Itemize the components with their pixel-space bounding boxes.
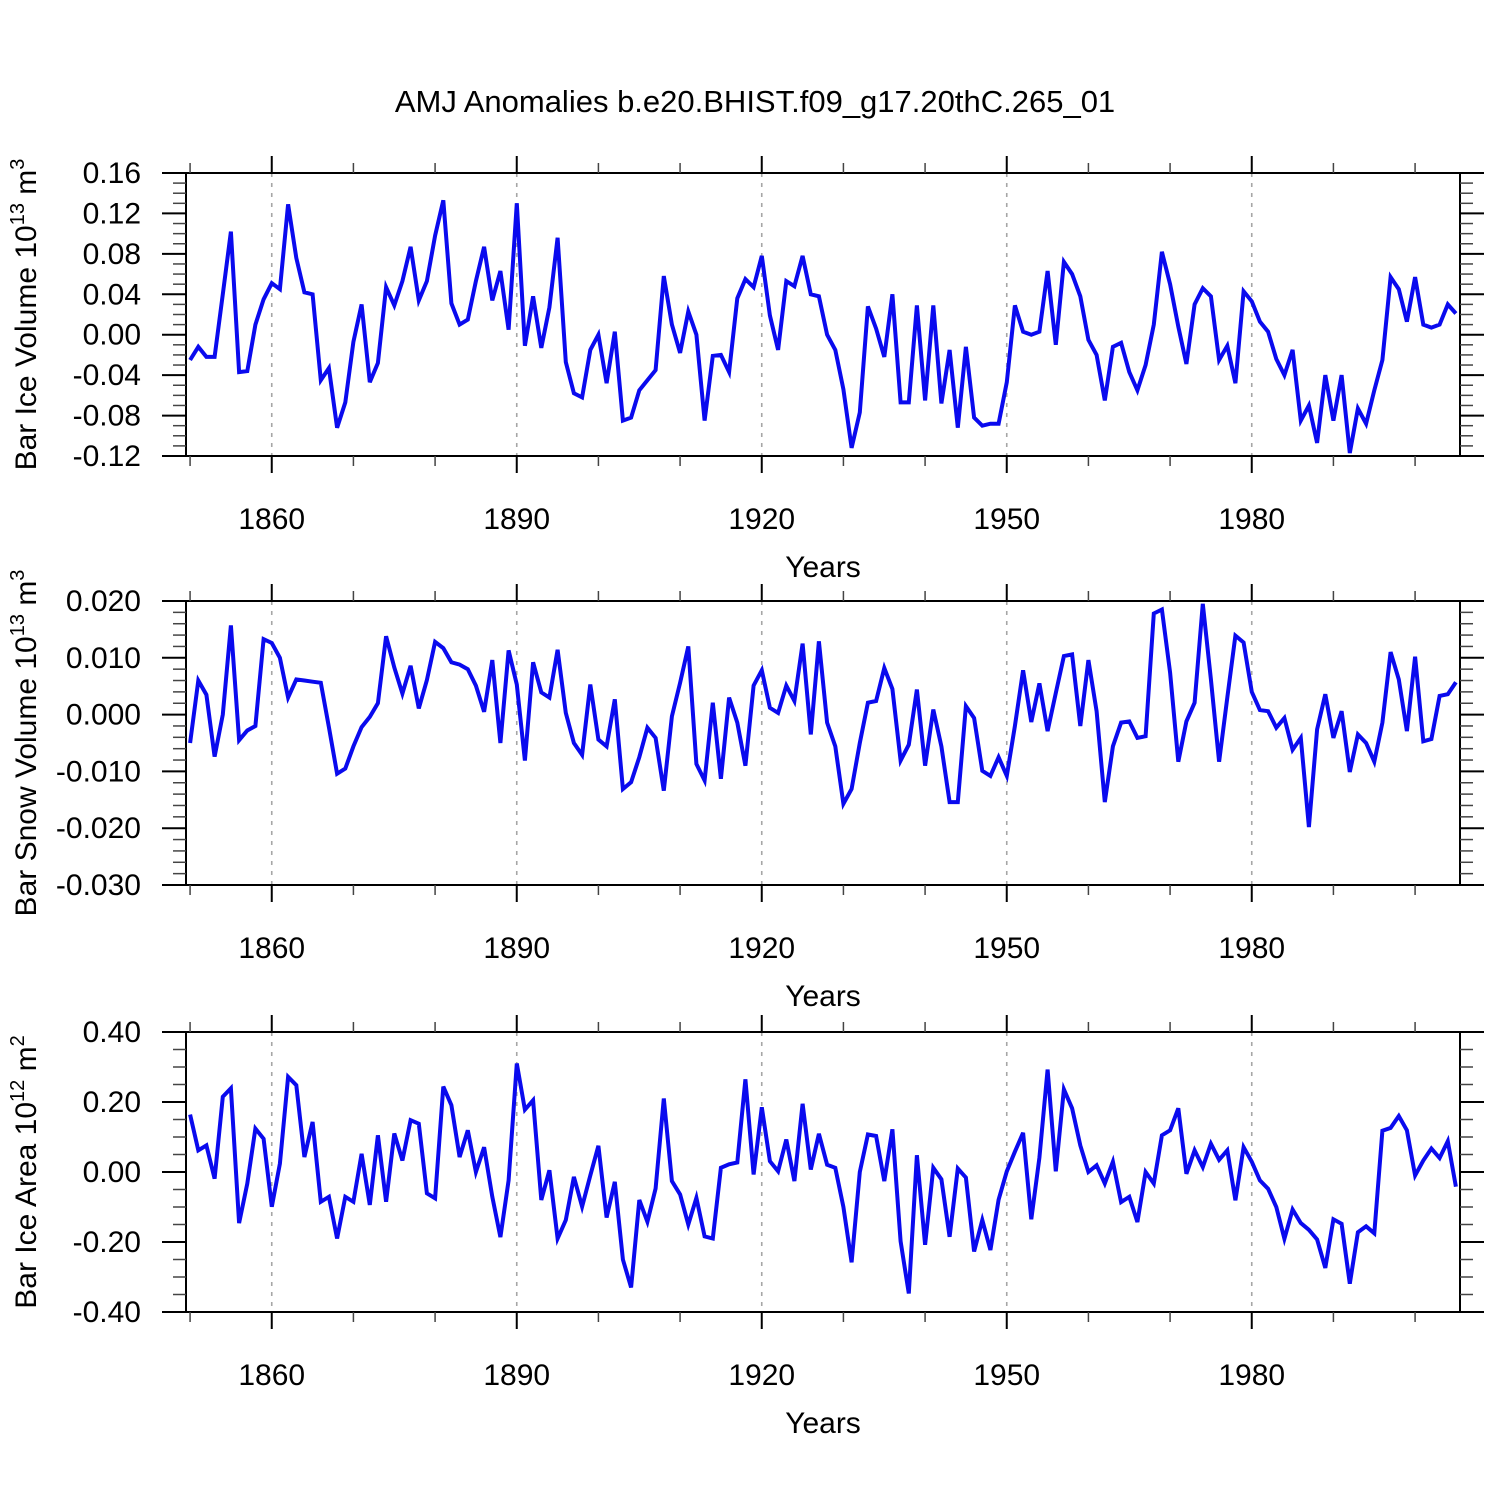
y-tick-label: 0.00	[83, 319, 141, 352]
y-tick-label: 0.08	[83, 238, 141, 271]
x-tick-label-1920: 1920	[728, 932, 795, 965]
y-tick-label: -0.010	[56, 755, 141, 788]
x-tick-label-1920: 1920	[728, 1359, 795, 1392]
y-axis-title-ice-volume: Bar Ice Volume 1013 m3	[7, 159, 43, 471]
series-line-ice-area	[188, 1063, 1458, 1294]
y-tick-label: -0.08	[73, 400, 141, 433]
x-axis-title-ice-area: Years	[785, 1407, 861, 1440]
y-tick-label: 0.00	[83, 1156, 141, 1189]
y-tick-label: -0.030	[56, 869, 141, 902]
y-tick-label: -0.20	[73, 1226, 141, 1259]
x-axis-title-ice-volume: Years	[785, 551, 861, 584]
panel-ice-volume: 1860 1890 1920 1950 1980 0.16 0.12 0.08 0.04 0.00…	[7, 156, 1484, 584]
y-tick-label: 0.020	[66, 585, 141, 618]
y-tick-label: 0.16	[83, 157, 141, 190]
x-tick-label-1890: 1890	[483, 932, 550, 965]
y-tick-label: 0.010	[66, 642, 141, 675]
y-tick-label: 0.12	[83, 197, 141, 230]
series-line-ice-volume	[188, 199, 1458, 454]
x-tick-label-1980: 1980	[1218, 503, 1285, 536]
series-line-snow-volume	[188, 603, 1458, 828]
y-tick-label: -0.12	[73, 440, 141, 473]
y-axis-title-ice-area: Bar Ice Area 1012 m2	[7, 1035, 43, 1309]
plot-border-ice-area	[185, 1031, 1461, 1313]
chart-title: AMJ Anomalies b.e20.BHIST.f09_g17.20thC.…	[395, 84, 1115, 119]
y-tick-label: 0.40	[83, 1016, 141, 1049]
x-tick-label-1920: 1920	[728, 503, 795, 536]
y-tick-label: 0.04	[83, 278, 141, 311]
x-tick-label-1860: 1860	[238, 1359, 305, 1392]
x-axis-title-snow-volume: Years	[785, 980, 861, 1013]
panel-snow-volume: 1860 1890 1920 1950 1980 0.020 0.010 0.000 -0.01…	[7, 570, 1484, 1013]
x-tick-label-1980: 1980	[1218, 932, 1285, 965]
x-tick-label-1950: 1950	[973, 503, 1040, 536]
panel-ice-area: 1860 1890 1920 1950 1980 0.40 0.20 0.00 -0.20 -0.…	[7, 1015, 1484, 1440]
x-tick-label-1890: 1890	[483, 1359, 550, 1392]
y-tick-label: 0.20	[83, 1086, 141, 1119]
x-tick-label-1950: 1950	[973, 932, 1040, 965]
y-tick-label: -0.40	[73, 1296, 141, 1329]
y-axis-title-snow-volume: Bar Snow Volume 1013 m3	[7, 570, 43, 917]
y-tick-label: -0.04	[73, 359, 141, 392]
x-tick-label-1860: 1860	[238, 932, 305, 965]
plot-border-snow-volume	[185, 600, 1461, 886]
x-tick-label-1950: 1950	[973, 1359, 1040, 1392]
x-tick-label-1980: 1980	[1218, 1359, 1285, 1392]
x-tick-label-1860: 1860	[238, 503, 305, 536]
y-tick-label: 0.000	[66, 699, 141, 732]
y-tick-label: -0.020	[56, 812, 141, 845]
x-tick-label-1890: 1890	[483, 503, 550, 536]
